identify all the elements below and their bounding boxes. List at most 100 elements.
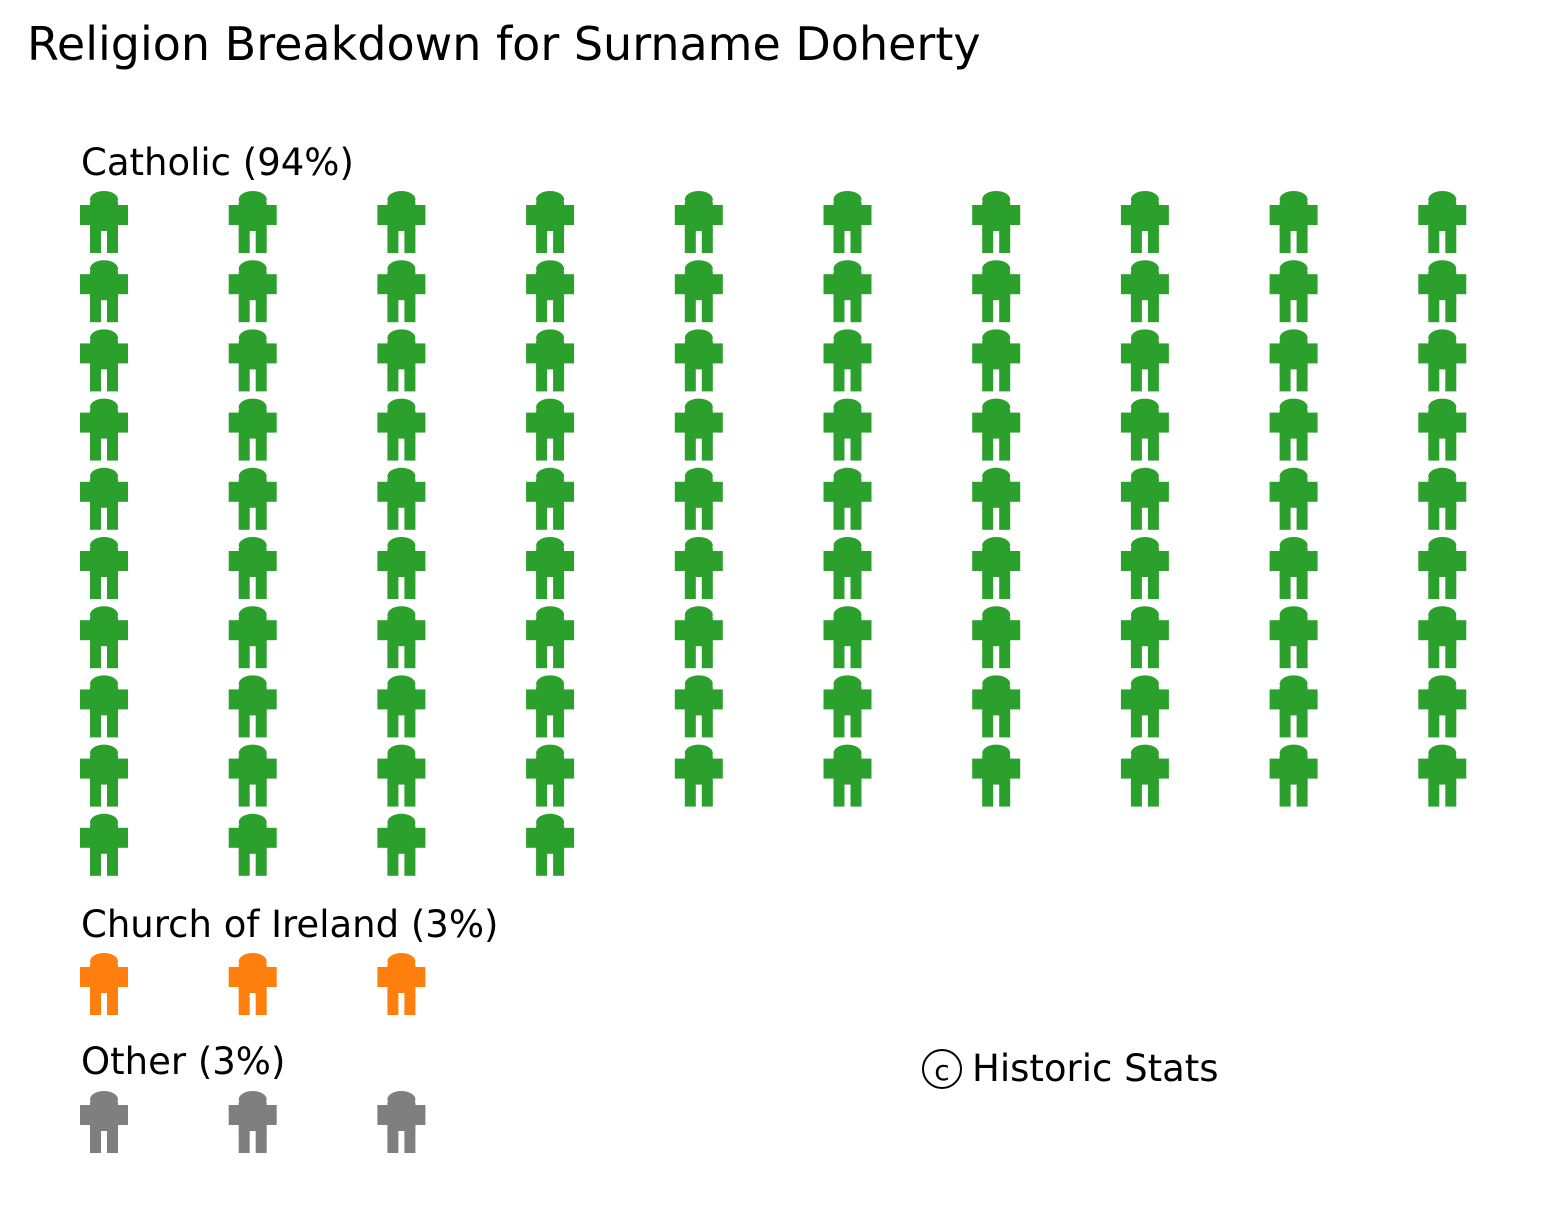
- person-icon-catholic-35: [674, 398, 723, 461]
- person-icon-catholic-52: [228, 537, 277, 599]
- person-icon-catholic-60: [1418, 537, 1467, 599]
- person-icon-church-of-ireland-2: [228, 953, 277, 1015]
- person-icon-catholic-47: [972, 467, 1021, 530]
- person-icon-catholic-85: [674, 744, 723, 807]
- person-icon-catholic-48: [1120, 467, 1169, 530]
- person-icon-catholic-94: [526, 813, 575, 876]
- person-icon-catholic-54: [526, 537, 575, 599]
- person-icon-catholic-32: [228, 398, 277, 461]
- person-icon-catholic-56: [823, 537, 872, 599]
- person-icon-catholic-68: [1120, 606, 1169, 669]
- person-icon-catholic-64: [526, 606, 575, 669]
- person-icon-catholic-9: [1269, 191, 1318, 253]
- person-icon-catholic-45: [674, 467, 723, 530]
- person-icon-other-2: [228, 1091, 277, 1153]
- person-icon-catholic-28: [1120, 329, 1169, 392]
- person-icon-catholic-63: [377, 606, 426, 669]
- person-icon-catholic-67: [972, 606, 1021, 669]
- person-icon-catholic-61: [80, 606, 128, 669]
- person-icon-catholic-82: [228, 744, 277, 807]
- person-icon-catholic-4: [526, 191, 575, 253]
- person-icon-catholic-40: [1418, 398, 1467, 461]
- person-icon-catholic-22: [228, 329, 277, 392]
- person-icon-catholic-59: [1269, 537, 1318, 599]
- person-icon-catholic-46: [823, 467, 872, 530]
- person-icon-catholic-10: [1418, 191, 1467, 253]
- person-icon-catholic-19: [1269, 260, 1318, 323]
- chart-title: Religion Breakdown for Surname Doherty: [27, 17, 981, 71]
- person-icon-catholic-69: [1269, 606, 1318, 669]
- person-icon-catholic-11: [80, 260, 128, 323]
- person-icon-catholic-30: [1418, 329, 1467, 392]
- person-icon-catholic-80: [1418, 675, 1467, 738]
- person-icon-catholic-70: [1418, 606, 1467, 669]
- person-icon-catholic-2: [228, 191, 277, 253]
- person-icon-catholic-50: [1418, 467, 1467, 530]
- person-icon-catholic-8: [1120, 191, 1169, 253]
- person-icon-catholic-65: [674, 606, 723, 669]
- person-icon-other-1: [80, 1091, 128, 1153]
- person-icon-catholic-20: [1418, 260, 1467, 323]
- person-icon-catholic-73: [377, 675, 426, 738]
- person-icon-catholic-76: [823, 675, 872, 738]
- group-label-other: Other (3%): [81, 1040, 286, 1083]
- person-icon-catholic-16: [823, 260, 872, 323]
- person-icon-catholic-81: [80, 744, 128, 807]
- person-icon-catholic-39: [1269, 398, 1318, 461]
- person-icon-catholic-18: [1120, 260, 1169, 323]
- person-icon-catholic-29: [1269, 329, 1318, 392]
- person-icon-catholic-43: [377, 467, 426, 530]
- person-icon-catholic-57: [972, 537, 1021, 599]
- person-icon-catholic-44: [526, 467, 575, 530]
- person-icon-catholic-25: [674, 329, 723, 392]
- person-icon-catholic-90: [1418, 744, 1467, 807]
- person-icon-catholic-71: [80, 675, 128, 738]
- person-icon-catholic-83: [377, 744, 426, 807]
- watermark-text: Historic Stats: [972, 1047, 1219, 1090]
- person-icon-catholic-93: [377, 813, 426, 876]
- person-icon-catholic-14: [526, 260, 575, 323]
- person-icon-catholic-6: [823, 191, 872, 253]
- person-icon-catholic-31: [80, 398, 128, 461]
- person-icon-catholic-37: [972, 398, 1021, 461]
- person-icon-catholic-51: [80, 537, 128, 599]
- person-icon-catholic-23: [377, 329, 426, 392]
- person-icon-catholic-15: [674, 260, 723, 323]
- person-icon-catholic-89: [1269, 744, 1318, 807]
- person-icon-catholic-34: [526, 398, 575, 461]
- person-icon-catholic-13: [377, 260, 426, 323]
- watermark: c Historic Stats: [922, 1047, 1219, 1091]
- person-icon-catholic-84: [526, 744, 575, 807]
- person-icon-catholic-74: [526, 675, 575, 738]
- person-icon-catholic-62: [228, 606, 277, 669]
- person-icon-catholic-1: [80, 191, 128, 253]
- person-icon-catholic-36: [823, 398, 872, 461]
- group-label-catholic: Catholic (94%): [81, 141, 354, 184]
- person-icon-church-of-ireland-3: [377, 953, 426, 1015]
- person-icon-catholic-26: [823, 329, 872, 392]
- person-icon-catholic-21: [80, 329, 128, 392]
- person-icon-catholic-33: [377, 398, 426, 461]
- person-icon-catholic-3: [377, 191, 426, 253]
- person-icon-catholic-78: [1120, 675, 1169, 738]
- person-icon-catholic-5: [674, 191, 723, 253]
- person-icon-catholic-79: [1269, 675, 1318, 738]
- person-icon-catholic-58: [1120, 537, 1169, 599]
- person-icon-catholic-24: [526, 329, 575, 392]
- person-icon-catholic-27: [972, 329, 1021, 392]
- person-icon-catholic-7: [972, 191, 1021, 253]
- person-icon-catholic-49: [1269, 467, 1318, 530]
- person-icon-other-3: [377, 1091, 426, 1153]
- person-icon-catholic-88: [1120, 744, 1169, 807]
- person-icon-catholic-72: [228, 675, 277, 738]
- person-icon-catholic-75: [674, 675, 723, 738]
- person-icon-catholic-53: [377, 537, 426, 599]
- copyright-icon: c: [922, 1049, 962, 1090]
- person-icon-catholic-12: [228, 260, 277, 323]
- person-icon-catholic-91: [80, 813, 128, 876]
- person-icon-catholic-86: [823, 744, 872, 807]
- person-icon-catholic-77: [972, 675, 1021, 738]
- group-label-church-of-ireland: Church of Ireland (3%): [81, 903, 499, 946]
- person-icon-catholic-17: [972, 260, 1021, 323]
